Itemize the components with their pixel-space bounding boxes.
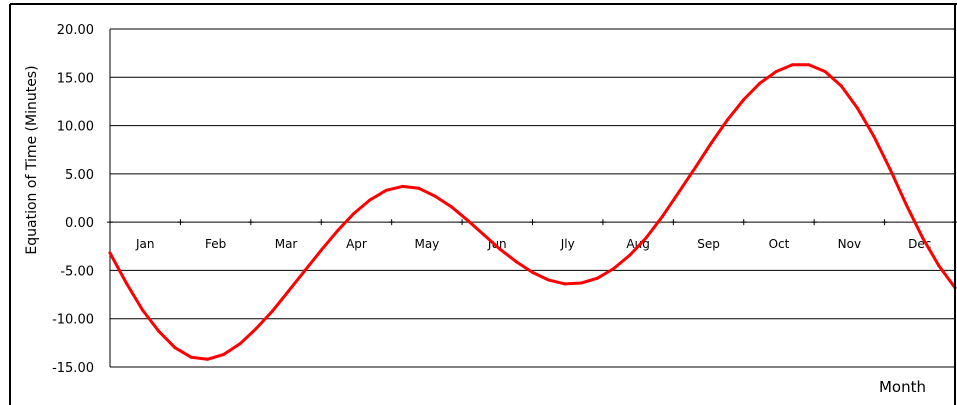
data-point <box>547 278 551 282</box>
month-label: May <box>414 237 439 251</box>
data-point <box>791 63 794 67</box>
data-point <box>254 326 258 330</box>
month-label: Mar <box>275 237 298 251</box>
data-point <box>563 282 567 286</box>
data-point <box>661 214 664 218</box>
y-tick-label: 20.00 <box>57 23 94 38</box>
data-point <box>189 355 193 359</box>
data-point <box>612 267 616 270</box>
data-point <box>774 70 778 73</box>
y-tick-label: 5.00 <box>65 168 94 183</box>
data-point <box>742 98 746 101</box>
data-point <box>693 166 697 170</box>
data-point <box>141 308 144 312</box>
data-point <box>303 268 307 272</box>
data-point <box>677 190 681 194</box>
month-label: Jly <box>560 237 575 251</box>
data-point <box>336 229 339 233</box>
month-label: Apr <box>346 237 367 251</box>
data-point <box>888 167 892 171</box>
data-point <box>596 276 599 280</box>
y-axis-label: Equation of Time (Minutes) <box>24 65 40 254</box>
data-point <box>238 342 242 346</box>
data-point <box>124 281 128 285</box>
data-point <box>222 352 226 356</box>
y-tick-label: -15.00 <box>52 361 94 376</box>
month-label: Sep <box>697 237 720 251</box>
data-point <box>173 346 177 350</box>
y-tick-label: -5.00 <box>60 264 94 279</box>
data-point <box>482 233 486 237</box>
data-point <box>726 118 729 122</box>
data-point <box>823 70 827 73</box>
data-point <box>368 198 372 202</box>
data-point <box>839 84 843 88</box>
data-point <box>628 253 632 257</box>
data-point <box>108 251 112 255</box>
data-point <box>921 236 924 240</box>
month-label: Feb <box>205 237 226 251</box>
data-point <box>644 236 648 240</box>
data-point <box>352 212 356 215</box>
data-point <box>271 309 274 313</box>
data-point <box>904 203 908 207</box>
month-label: Oct <box>769 237 790 251</box>
x-axis-label: Month <box>879 378 926 396</box>
data-point <box>531 270 534 274</box>
data-point <box>157 329 161 333</box>
data-point <box>466 218 469 222</box>
data-point <box>449 205 453 209</box>
data-point <box>937 264 941 268</box>
data-point <box>807 63 811 67</box>
data-point <box>433 194 437 198</box>
data-point <box>417 186 421 190</box>
y-tick-labels: 20.00 15.00 10.00 5.00 0.00 -5.00 -10.00 -15.00 <box>52 23 94 376</box>
data-point <box>872 134 876 138</box>
data-point <box>709 141 713 145</box>
y-tick-label: 10.00 <box>57 120 94 135</box>
month-label: Jan <box>135 237 155 251</box>
data-point <box>514 260 518 264</box>
data-point <box>319 248 323 252</box>
y-tick-label: 15.00 <box>57 71 94 86</box>
y-tick-label: 0.00 <box>65 216 94 231</box>
data-point <box>206 357 209 361</box>
data-point <box>401 184 404 188</box>
y-tick-label: -10.00 <box>52 313 94 328</box>
data-point <box>856 106 859 110</box>
data-point <box>287 289 291 293</box>
month-label: Nov <box>838 237 861 251</box>
data-point <box>758 81 762 85</box>
data-point <box>384 188 388 192</box>
equation-of-time-points <box>108 63 957 361</box>
data-point <box>498 247 502 251</box>
data-point <box>579 281 583 285</box>
